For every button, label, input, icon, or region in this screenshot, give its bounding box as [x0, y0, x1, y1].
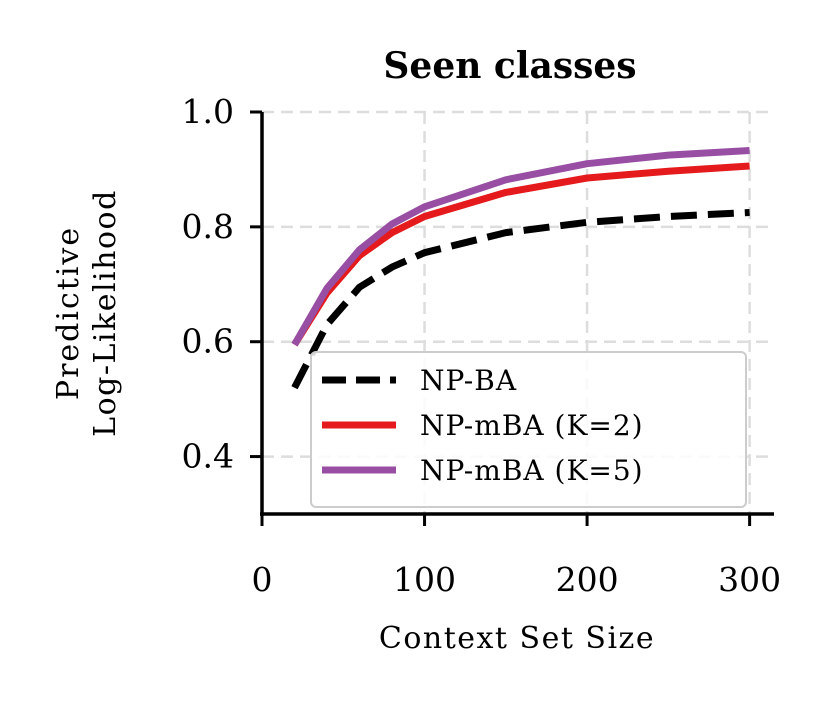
- y-tick-label: 0.4: [182, 437, 234, 476]
- y-tick-label: 0.8: [182, 207, 234, 246]
- y-ticks: 0.4 0.6 0.8 1.0: [182, 92, 262, 476]
- legend-label: NP-mBA (K=5): [420, 454, 644, 487]
- legend-label: NP-mBA (K=2): [420, 409, 644, 442]
- x-tick-label: 100: [393, 560, 456, 599]
- legend: NP-BA NP-mBA (K=2) NP-mBA (K=5): [310, 351, 747, 508]
- series-line-np-mba-k-5: [291, 147, 750, 347]
- y-axis-label-line-2: Log-Likelihood: [88, 189, 123, 437]
- x-tick-label: 300: [718, 560, 781, 599]
- y-tick-label: 0.6: [182, 322, 234, 361]
- x-ticks: 0 100 200 300: [252, 514, 781, 599]
- y-tick-label: 1.0: [182, 92, 234, 131]
- x-tick-label: 0: [252, 560, 273, 599]
- chart-title: Seen classes: [383, 45, 636, 87]
- series-line-np-ba: [291, 209, 750, 390]
- series-line-np-mba-k-2: [291, 162, 750, 347]
- legend-label: NP-BA: [420, 364, 517, 397]
- legend-box: [310, 351, 747, 508]
- x-tick-label: 200: [556, 560, 619, 599]
- plot-series: [291, 147, 750, 390]
- x-axis-label: Context Set Size: [379, 621, 655, 656]
- y-axis-label-line-1: Predictive: [51, 226, 86, 400]
